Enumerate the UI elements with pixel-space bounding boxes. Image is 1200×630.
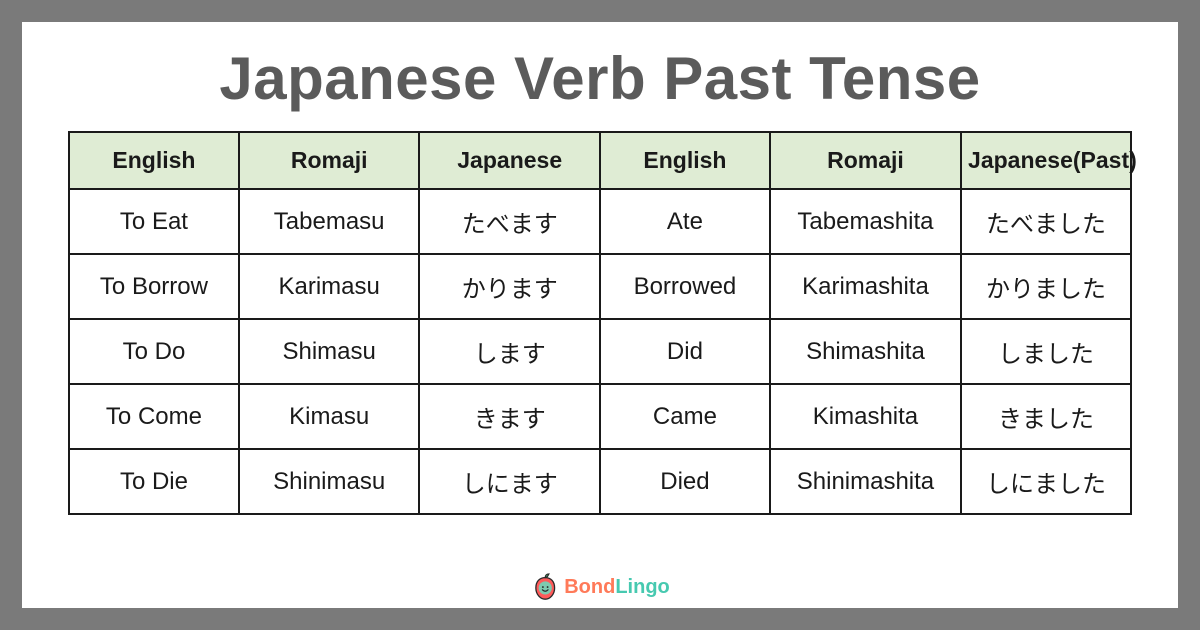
- cell: Did: [600, 319, 770, 384]
- cell: きます: [419, 384, 600, 449]
- table-row: To Die Shinimasu しにます Died Shinimashita …: [69, 449, 1131, 514]
- table-row: To Borrow Karimasu かります Borrowed Karimas…: [69, 254, 1131, 319]
- cell: Shinimasu: [239, 449, 420, 514]
- brand-text: BondLingo: [564, 576, 670, 599]
- brand-logo: BondLingo: [530, 572, 670, 602]
- cell: Died: [600, 449, 770, 514]
- cell: To Do: [69, 319, 239, 384]
- cell: たべます: [419, 189, 600, 254]
- table-row: To Eat Tabemasu たべます Ate Tabemashita たべま…: [69, 189, 1131, 254]
- cell: Kimasu: [239, 384, 420, 449]
- col-english-1: English: [69, 132, 239, 189]
- cell: しました: [961, 319, 1131, 384]
- cell: Tabemasu: [239, 189, 420, 254]
- cell: Karimashita: [770, 254, 961, 319]
- cell: Borrowed: [600, 254, 770, 319]
- verb-table: English Romaji Japanese English Romaji J…: [68, 131, 1132, 515]
- col-japanese: Japanese: [419, 132, 600, 189]
- brand-text-part1: Bond: [564, 576, 615, 598]
- cell: To Borrow: [69, 254, 239, 319]
- content-card: Japanese Verb Past Tense English Romaji …: [22, 22, 1178, 608]
- cell: Shinimashita: [770, 449, 961, 514]
- cell: Tabemashita: [770, 189, 961, 254]
- table-row: To Come Kimasu きます Came Kimashita きました: [69, 384, 1131, 449]
- cell: Came: [600, 384, 770, 449]
- brand-text-part2: Lingo: [615, 576, 669, 598]
- cell: Shimasu: [239, 319, 420, 384]
- col-japanese-past: Japanese(Past): [961, 132, 1131, 189]
- cell: Karimasu: [239, 254, 420, 319]
- table-row: To Do Shimasu します Did Shimashita しました: [69, 319, 1131, 384]
- cell: しにました: [961, 449, 1131, 514]
- cell: To Eat: [69, 189, 239, 254]
- col-romaji-1: Romaji: [239, 132, 420, 189]
- col-english-2: English: [600, 132, 770, 189]
- cell: きました: [961, 384, 1131, 449]
- cell: To Die: [69, 449, 239, 514]
- cell: かります: [419, 254, 600, 319]
- cell: Kimashita: [770, 384, 961, 449]
- apple-icon: [530, 572, 560, 602]
- cell: たべました: [961, 189, 1131, 254]
- cell: To Come: [69, 384, 239, 449]
- cell: します: [419, 319, 600, 384]
- cell: しにます: [419, 449, 600, 514]
- table-header-row: English Romaji Japanese English Romaji J…: [69, 132, 1131, 189]
- page-title: Japanese Verb Past Tense: [219, 44, 980, 113]
- cell: Ate: [600, 189, 770, 254]
- col-romaji-2: Romaji: [770, 132, 961, 189]
- outer-frame: Japanese Verb Past Tense English Romaji …: [0, 0, 1200, 630]
- cell: かりました: [961, 254, 1131, 319]
- cell: Shimashita: [770, 319, 961, 384]
